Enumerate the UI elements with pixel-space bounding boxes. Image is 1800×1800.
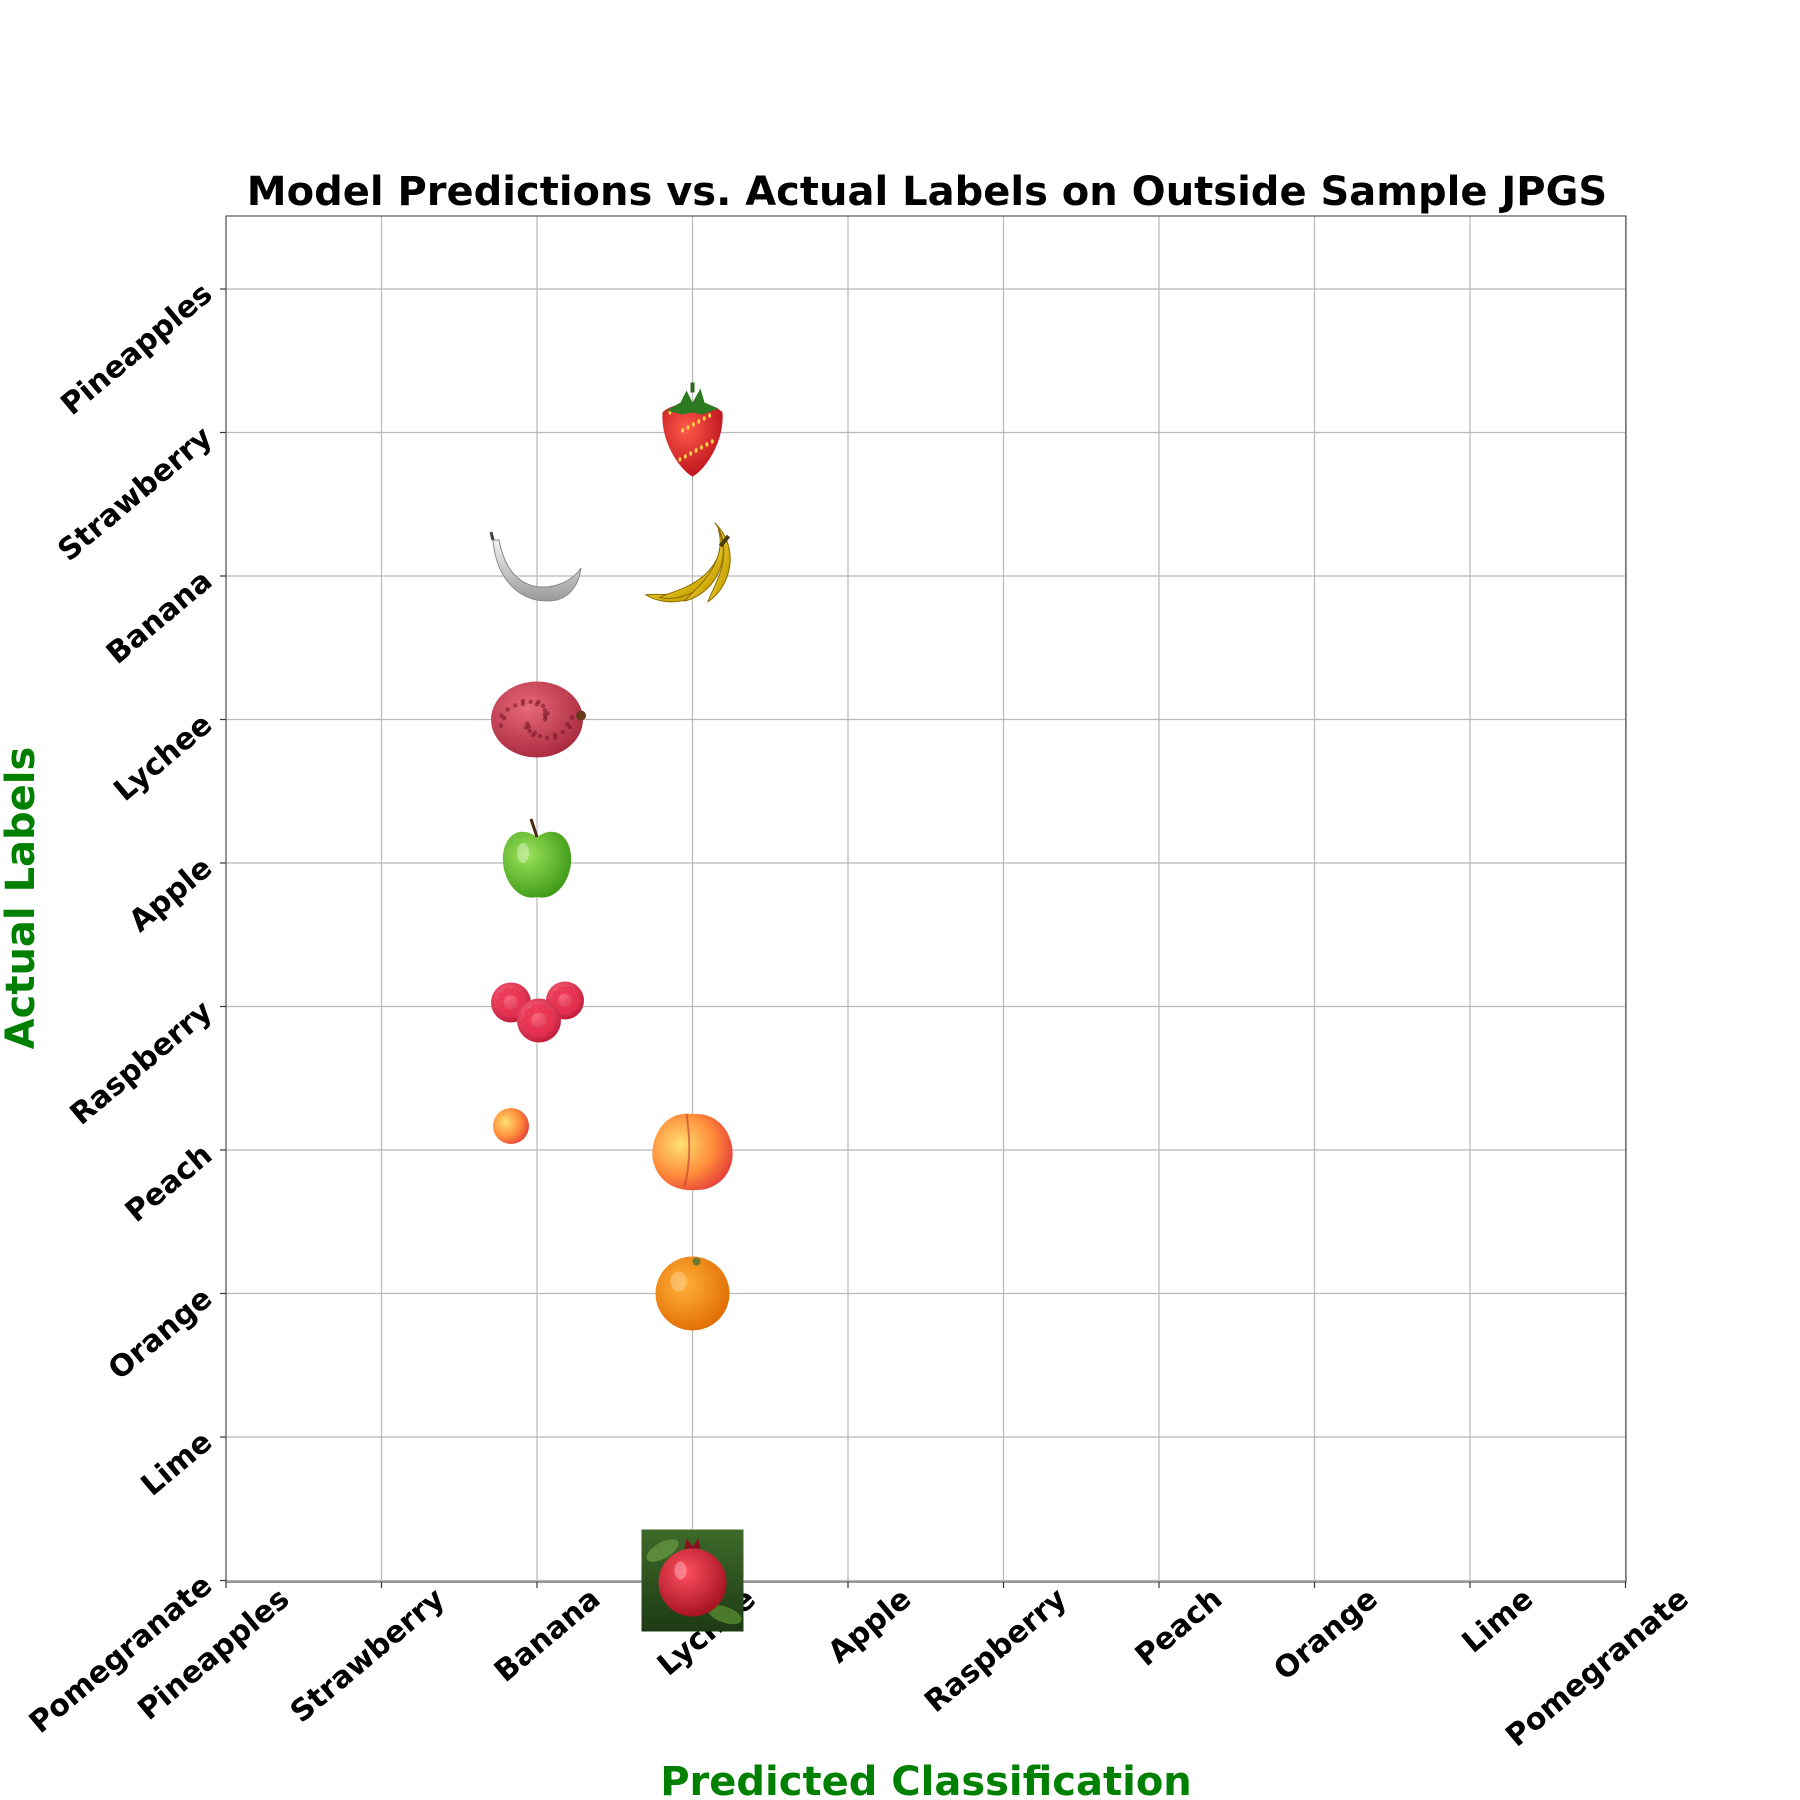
- raspberries-icon: [491, 981, 584, 1043]
- x-tick-label: Lime: [1456, 1581, 1541, 1660]
- y-tick-label: Banana: [100, 563, 219, 671]
- x-axis-label: Predicted Classification: [660, 1759, 1192, 1800]
- y-tick-label: Peach: [119, 1137, 219, 1229]
- y-tick-label: Lime: [135, 1424, 220, 1503]
- x-tick-label: Peach: [1129, 1581, 1229, 1673]
- y-tick-label: Orange: [102, 1281, 219, 1387]
- peach-icon: [652, 1113, 733, 1191]
- y-axis-label: Actual Labels: [0, 747, 44, 1050]
- y-tick-label: Lychee: [107, 707, 219, 809]
- lychee-icon: [491, 681, 586, 758]
- small-peach-icon: [493, 1108, 529, 1144]
- x-tick-label: Banana: [488, 1581, 607, 1689]
- chart-title: Model Predictions vs. Actual Labels on O…: [247, 169, 1607, 215]
- green-apple-icon: [502, 818, 572, 898]
- x-tick-label: Raspberry: [918, 1581, 1074, 1720]
- x-tick-label: Orange: [1267, 1581, 1384, 1687]
- y-tick-label: Apple: [122, 850, 219, 939]
- pomegranate-photo-icon: [641, 1529, 744, 1632]
- banana-bunch-icon: [644, 522, 731, 603]
- orange-icon: [655, 1256, 730, 1331]
- x-tick-label: Strawberry: [284, 1581, 452, 1730]
- banana-grayscale-icon: [489, 531, 582, 602]
- x-tick-label: Apple: [821, 1581, 918, 1670]
- prediction-points: [489, 382, 744, 1632]
- y-tick-label: Strawberry: [51, 420, 219, 569]
- strawberry-icon: [662, 382, 723, 477]
- plot-frame: [225, 215, 1627, 1583]
- y-tick-label: Pineapples: [54, 276, 219, 422]
- grid: [225, 216, 1627, 1582]
- y-tick-label: Raspberry: [64, 994, 220, 1133]
